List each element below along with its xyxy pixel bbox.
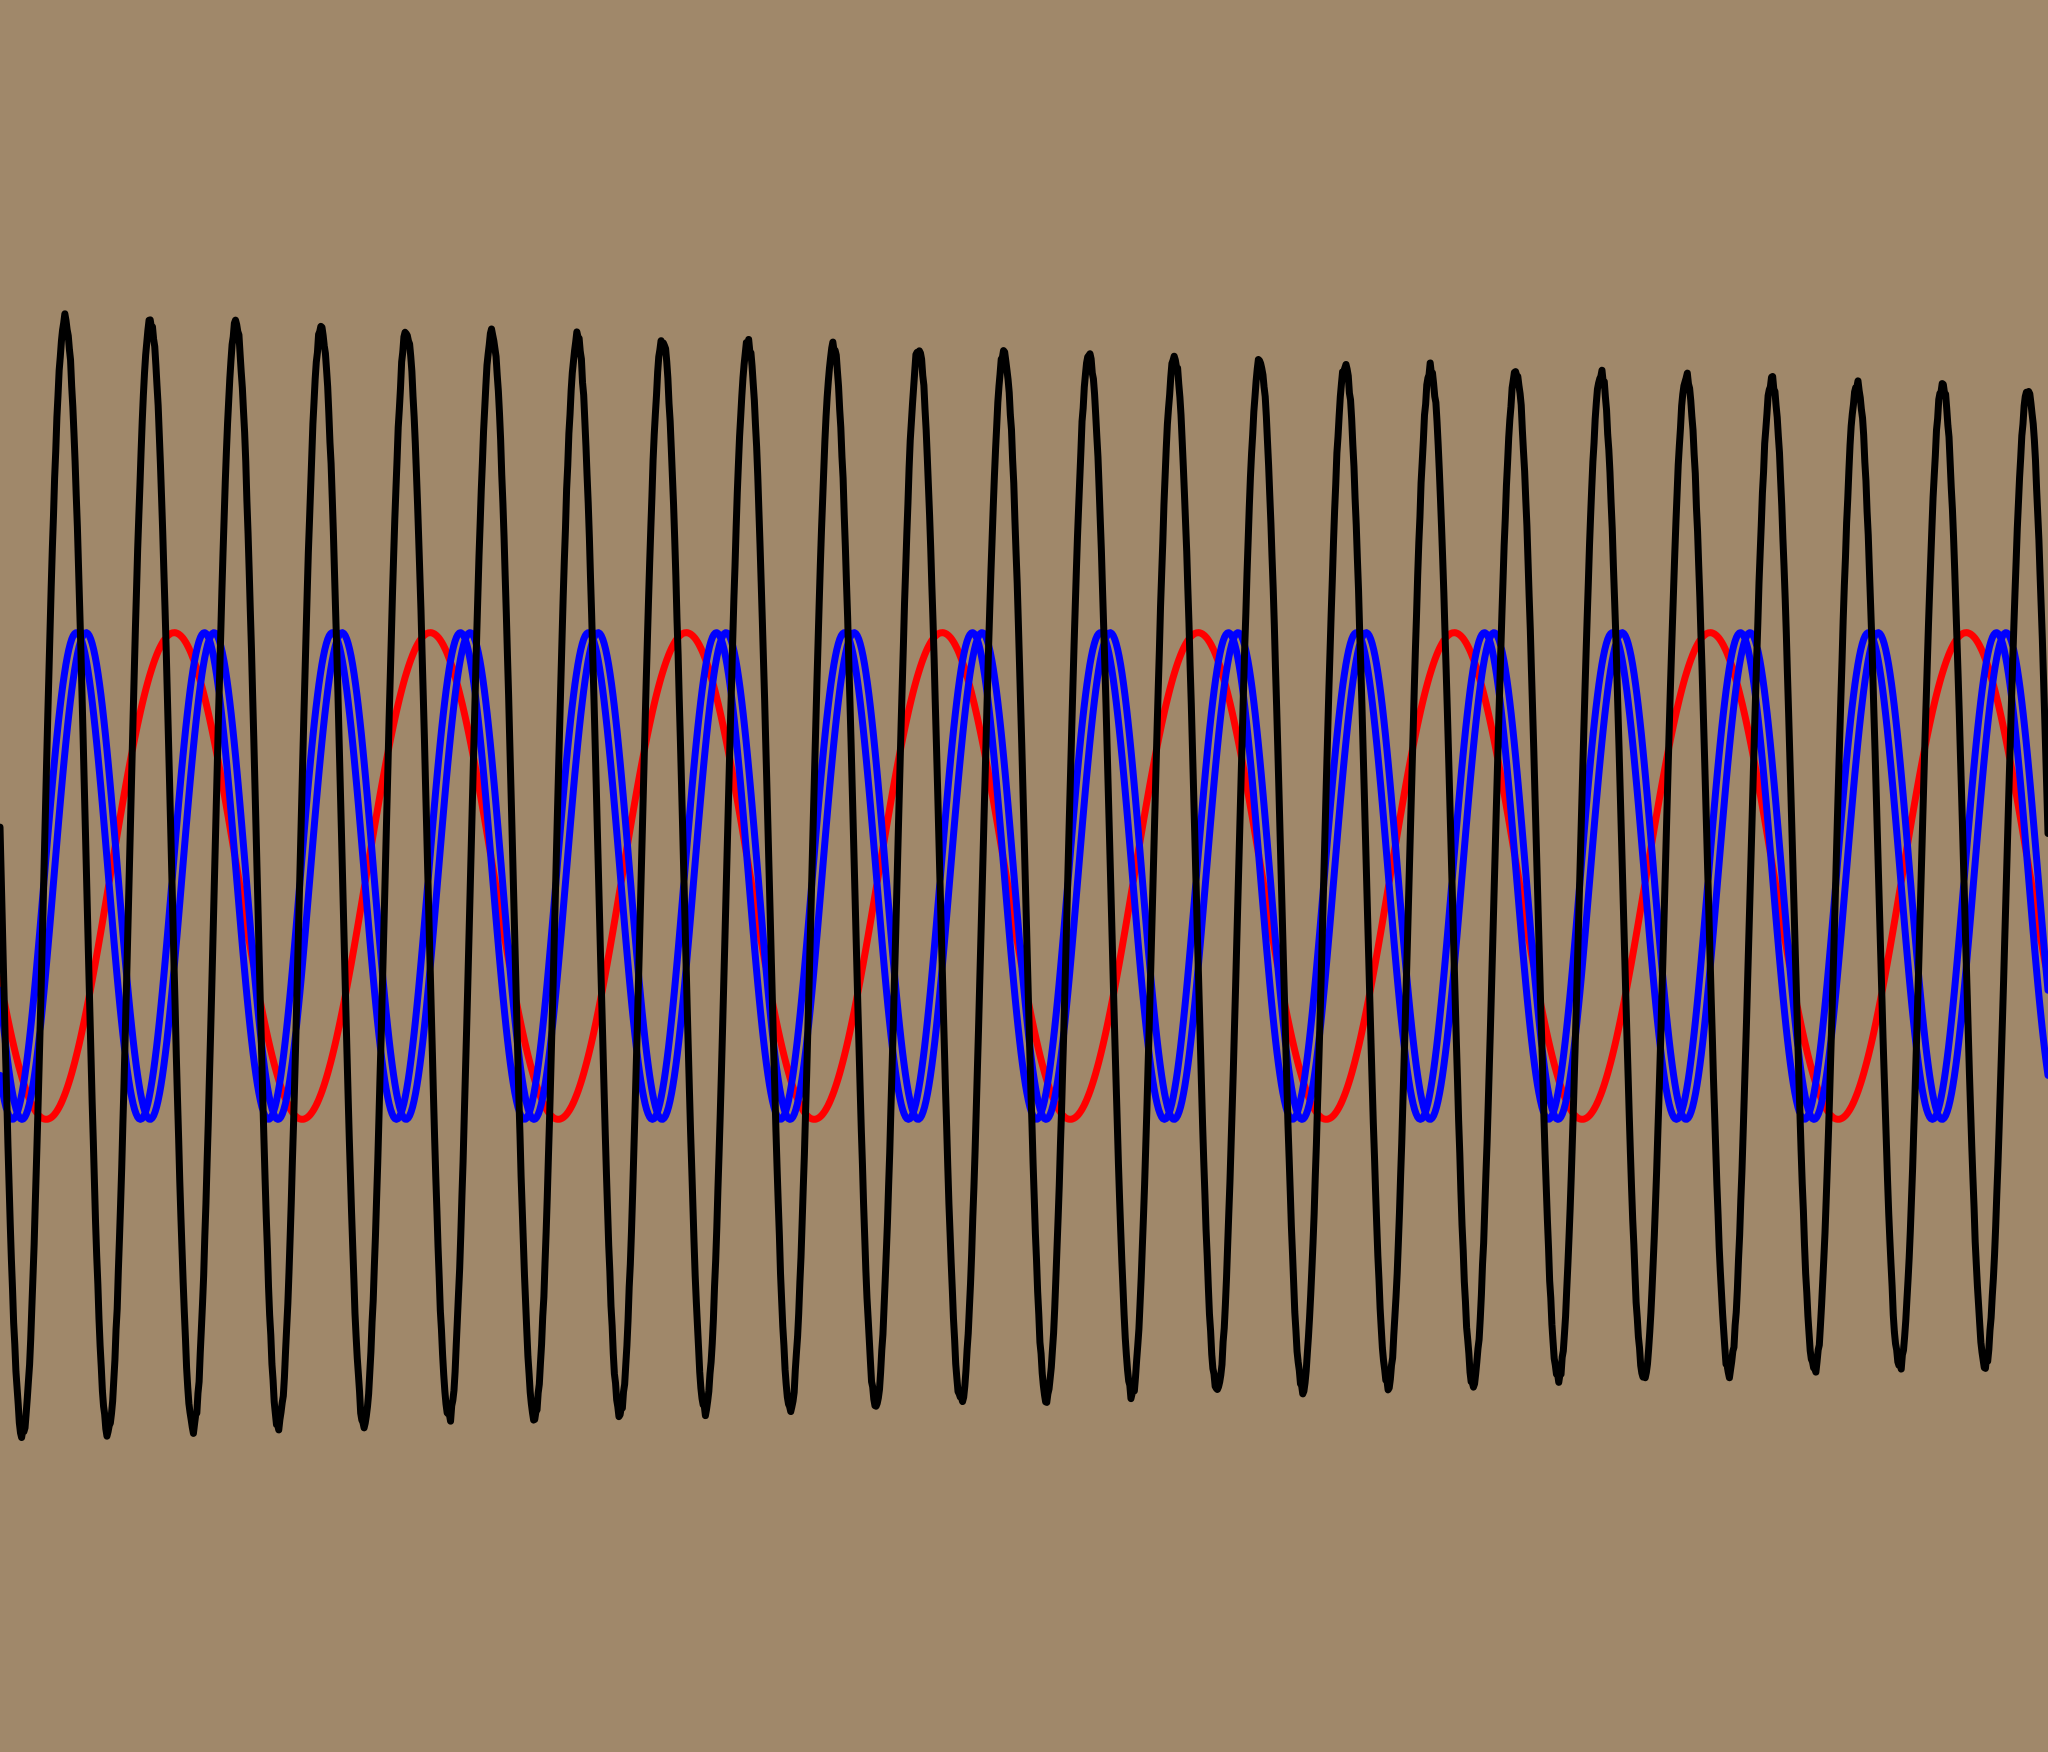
series-line-4 xyxy=(0,310,2048,1441)
series-layer xyxy=(0,310,2048,1441)
series-line-2 xyxy=(0,629,2048,1123)
